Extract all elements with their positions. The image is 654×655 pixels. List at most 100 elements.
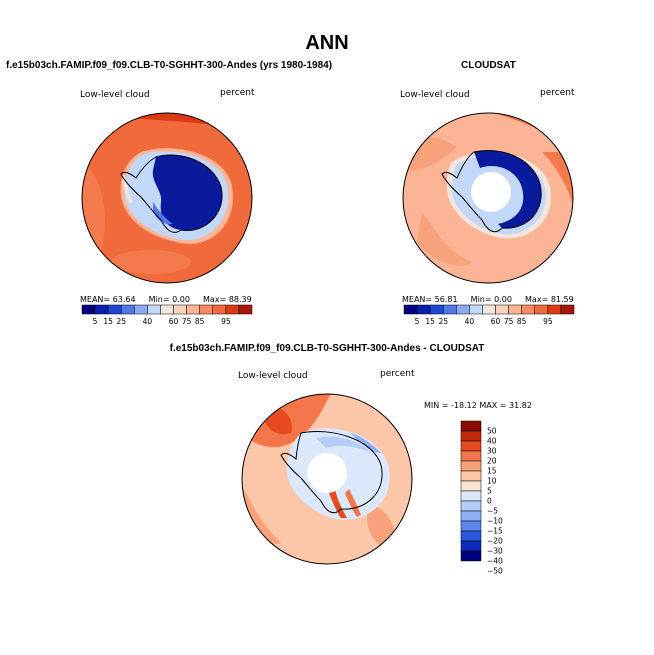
diff-colorbar-tick-label: 40 (487, 437, 497, 446)
diff-colorbar-swatch (460, 520, 482, 532)
obs-colorbar-swatch (508, 304, 522, 315)
model-polar-map (81, 112, 253, 284)
obs-colorbar-swatch (456, 304, 470, 315)
obs-min-label: Min= (470, 295, 492, 304)
obs-colorbar-swatch (416, 304, 431, 315)
diff-colorbar-tick-label: 5 (487, 487, 492, 496)
model-mean-label: MEAN= (80, 295, 111, 304)
model-min-label: Min= (148, 295, 170, 304)
model-colorbar-swatch (107, 304, 122, 315)
model-colorbar-tick-label: 95 (221, 317, 231, 326)
diff-colorbar-swatch (460, 440, 482, 452)
model-colorbar-tick-label: 85 (195, 317, 205, 326)
model-colorbar-tick-label: 25 (116, 317, 126, 326)
figure-title: ANN (305, 32, 349, 54)
diff-colorbar-swatch (460, 500, 482, 512)
model-case-title: f.e15b03ch.FAMIP.f09_f09.CLB-T0-SGHHT-30… (6, 60, 333, 71)
obs-case-title: CLOUDSAT (461, 60, 516, 71)
obs-colorbar-swatch (534, 304, 549, 315)
diff-colorbar-tick-label: −15 (487, 527, 503, 536)
model-colorbar-swatch (160, 304, 174, 315)
diff-colorbar-swatch (460, 480, 482, 492)
obs-colorbar-tick-label: 5 (415, 317, 420, 326)
model-colorbar-swatch (186, 304, 200, 315)
diff-colorbar-tick-label: 0 (487, 497, 492, 506)
diff-colorbar-tick-label: −30 (487, 547, 503, 556)
model-colorbar-swatch (199, 304, 214, 315)
model-colorbar-tick-label: 60 (169, 317, 179, 326)
diff-colorbar-tick-label: −10 (487, 517, 503, 526)
obs-colorbar-swatch (469, 304, 483, 315)
obs-colorbar-swatch (495, 304, 509, 315)
model-colorbar-swatch (134, 304, 148, 315)
obs-polar-map (402, 112, 574, 284)
model-colorbar-swatch (212, 304, 227, 315)
diff-colorbar-swatch (460, 540, 482, 552)
obs-field-label: Low-level cloud (400, 90, 470, 100)
diff-colorbar-tick-label: 30 (487, 447, 497, 456)
model-colorbar-swatch (81, 304, 96, 315)
diff-colorbar-swatch (460, 530, 482, 542)
obs-max-value: 81.59 (550, 295, 574, 304)
diff-colorbar-tick-label: −50 (487, 567, 503, 576)
model-colorbar: 5 15 25 40 60 75 85 95 (81, 304, 253, 326)
obs-colorbar-swatch (442, 304, 457, 315)
model-colorbar-swatch (147, 304, 161, 315)
model-colorbar-tick-label: 15 (103, 317, 113, 326)
diff-polar-map (241, 393, 413, 565)
obs-units-label: percent (540, 88, 575, 98)
model-max-label: Max= (203, 295, 227, 304)
obs-mean-label: MEAN= (402, 295, 433, 304)
diff-colorbar-tick-label: −40 (487, 557, 503, 566)
obs-min-value: 0.00 (494, 295, 512, 304)
obs-colorbar-tick-label: 60 (491, 317, 501, 326)
model-colorbar-swatch (173, 304, 187, 315)
model-min-value: 0.00 (172, 295, 190, 304)
model-colorbar-tick-label: 40 (143, 317, 153, 326)
diff-colorbar-tick-label: −20 (487, 537, 503, 546)
obs-colorbar-tick-label: 85 (517, 317, 527, 326)
model-colorbar-swatch (238, 304, 253, 315)
model-field-label: Low-level cloud (80, 90, 150, 100)
model-colorbar-swatch (120, 304, 135, 315)
obs-colorbar-swatch (482, 304, 496, 315)
obs-colorbar-tick-label: 15 (425, 317, 435, 326)
obs-colorbar-swatch (403, 304, 418, 315)
model-mean-value: 63.64 (112, 295, 136, 304)
obs-colorbar-swatch (521, 304, 536, 315)
obs-colorbar-tick-label: 95 (543, 317, 553, 326)
diff-colorbar-swatch (460, 430, 482, 442)
obs-mean-value: 56.81 (434, 295, 458, 304)
diff-colorbar-swatch (460, 460, 482, 472)
diff-field-label: Low-level cloud (238, 371, 308, 381)
diff-colorbar-tick-label: −5 (487, 507, 498, 516)
obs-colorbar-swatch (560, 304, 575, 315)
diff-colorbar-swatch (460, 550, 482, 562)
diff-colorbar-swatch (460, 420, 482, 432)
diff-colorbar-tick-label: 50 (487, 427, 497, 436)
diff-colorbar-tick-label: 15 (487, 467, 497, 476)
diff-colorbar-swatch (460, 470, 482, 482)
obs-colorbar-swatch (547, 304, 562, 315)
model-colorbar-swatch (225, 304, 240, 315)
model-max-value: 88.39 (228, 295, 252, 304)
diff-colorbar-tick-label: 10 (487, 477, 497, 486)
diff-units-label: percent (380, 369, 415, 379)
obs-colorbar-tick-label: 40 (465, 317, 475, 326)
diff-colorbar-swatch (460, 490, 482, 502)
diff-colorbar-swatch (460, 510, 482, 522)
diff-case-title: f.e15b03ch.FAMIP.f09_f09.CLB-T0-SGHHT-30… (169, 343, 485, 354)
obs-colorbar-tick-label: 25 (438, 317, 448, 326)
obs-colorbar-swatch (429, 304, 444, 315)
obs-max-label: Max= (525, 295, 549, 304)
obs-colorbar: 5 15 25 40 60 75 85 95 (403, 304, 575, 326)
model-colorbar-tick-label: 75 (182, 317, 192, 326)
diff-colorbar-swatch (460, 450, 482, 462)
model-colorbar-swatch (94, 304, 109, 315)
obs-colorbar-tick-label: 75 (504, 317, 514, 326)
model-units-label: percent (220, 88, 255, 98)
diff-minmax-text: MIN = -18.12 MAX = 31.82 (424, 401, 532, 410)
model-colorbar-tick-label: 5 (93, 317, 98, 326)
diff-colorbar-tick-label: 20 (487, 457, 497, 466)
